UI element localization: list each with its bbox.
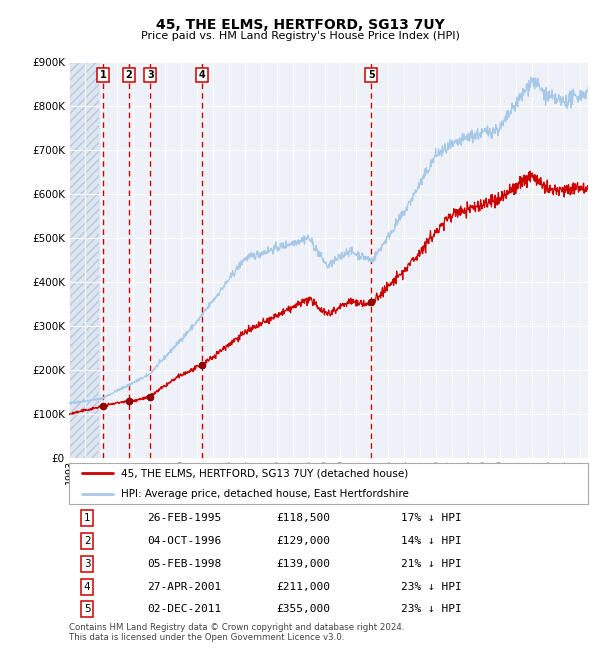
Text: £211,000: £211,000 — [277, 582, 331, 592]
Text: £139,000: £139,000 — [277, 559, 331, 569]
Text: £118,500: £118,500 — [277, 514, 331, 523]
Text: 2: 2 — [84, 536, 91, 546]
Text: HPI: Average price, detached house, East Hertfordshire: HPI: Average price, detached house, East… — [121, 489, 409, 499]
Text: 45, THE ELMS, HERTFORD, SG13 7UY: 45, THE ELMS, HERTFORD, SG13 7UY — [155, 18, 445, 32]
Text: 02-DEC-2011: 02-DEC-2011 — [147, 604, 221, 614]
Text: 5: 5 — [368, 70, 374, 80]
Text: 17% ↓ HPI: 17% ↓ HPI — [401, 514, 462, 523]
Text: 26-FEB-1995: 26-FEB-1995 — [147, 514, 221, 523]
Text: 3: 3 — [147, 70, 154, 80]
Text: 27-APR-2001: 27-APR-2001 — [147, 582, 221, 592]
Text: Price paid vs. HM Land Registry's House Price Index (HPI): Price paid vs. HM Land Registry's House … — [140, 31, 460, 41]
Text: 4: 4 — [84, 582, 91, 592]
Text: 5: 5 — [84, 604, 91, 614]
Text: 4: 4 — [199, 70, 205, 80]
Text: 05-FEB-1998: 05-FEB-1998 — [147, 559, 221, 569]
Text: 23% ↓ HPI: 23% ↓ HPI — [401, 604, 462, 614]
Text: £355,000: £355,000 — [277, 604, 331, 614]
Text: 1: 1 — [84, 514, 91, 523]
Text: 04-OCT-1996: 04-OCT-1996 — [147, 536, 221, 546]
Text: £129,000: £129,000 — [277, 536, 331, 546]
Bar — [69, 62, 100, 458]
Text: 21% ↓ HPI: 21% ↓ HPI — [401, 559, 462, 569]
Text: 3: 3 — [84, 559, 91, 569]
Text: 1: 1 — [100, 70, 107, 80]
Text: 23% ↓ HPI: 23% ↓ HPI — [401, 582, 462, 592]
Text: Contains HM Land Registry data © Crown copyright and database right 2024.
This d: Contains HM Land Registry data © Crown c… — [69, 623, 404, 642]
Text: 2: 2 — [125, 70, 133, 80]
Bar — [69, 62, 100, 458]
Text: 14% ↓ HPI: 14% ↓ HPI — [401, 536, 462, 546]
Text: 45, THE ELMS, HERTFORD, SG13 7UY (detached house): 45, THE ELMS, HERTFORD, SG13 7UY (detach… — [121, 468, 408, 478]
